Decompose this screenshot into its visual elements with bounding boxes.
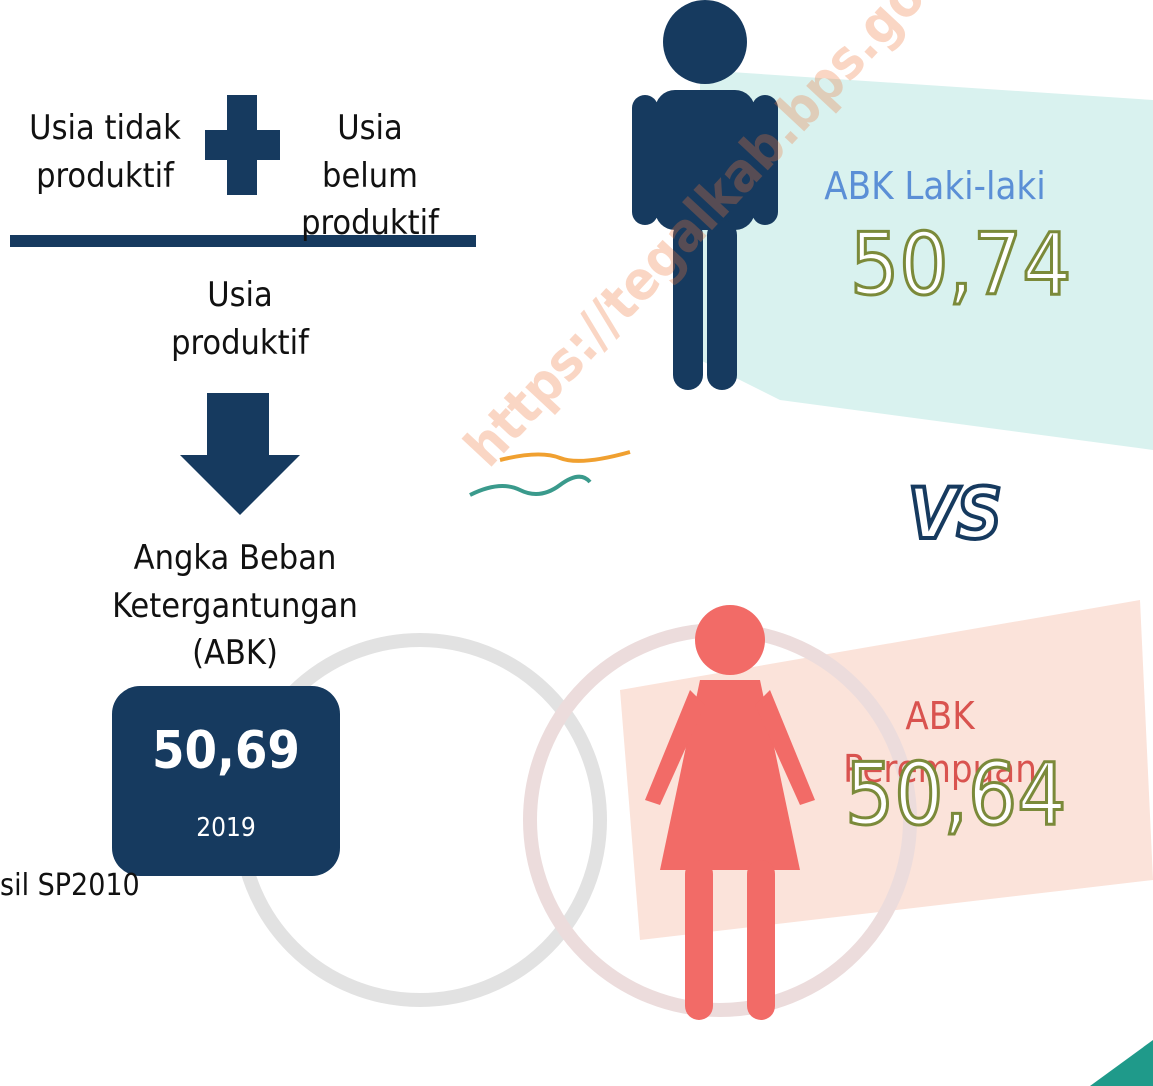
total-value: 50,69 [112,715,340,788]
plus-sign [205,130,280,160]
arrow [180,455,300,515]
total-year: 2019 [112,810,340,846]
left-term: Usia tidak produktif [20,105,190,200]
result-label: Angka Beban Ketergantungan (ABK) [80,535,390,678]
female-value: 50,64 [845,735,1045,855]
denominator: Usia produktif [170,272,310,367]
corner-accent [1090,1040,1153,1086]
versus: VS [895,465,1015,563]
squiggle [470,477,590,495]
infographic: Usia tidak produktif Usia belum produkti… [0,0,1153,1086]
male-value: 50,74 [850,205,1050,325]
right-term: Usia belum produktif [285,105,455,248]
arrow [207,393,269,458]
source: sil SP2010 [0,865,140,907]
